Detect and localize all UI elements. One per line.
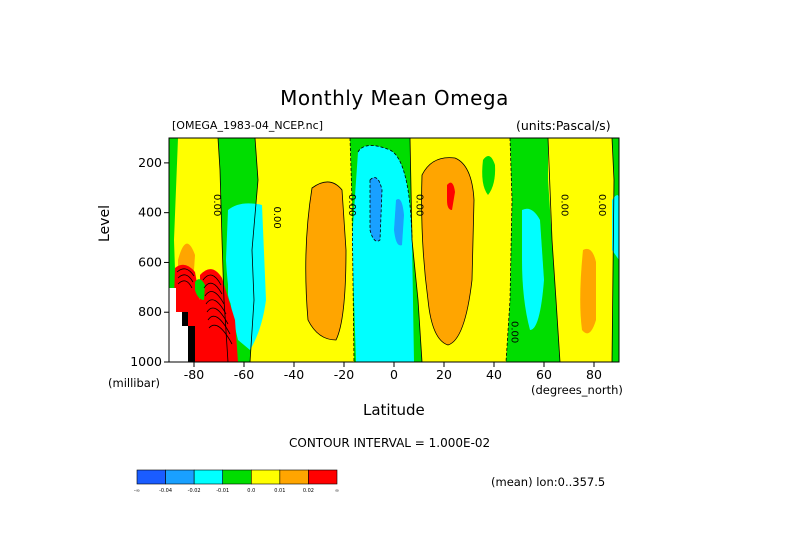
x-tick-label: 20 (436, 367, 452, 382)
x-axis-unit: (degrees_north) (531, 383, 623, 397)
y-tick-label: 1000 (130, 354, 162, 369)
x-axis-ticks: -80 -60 -40 -20 0 20 40 60 80 (184, 362, 602, 382)
colorbar-label: -∞ (134, 488, 140, 494)
chart-title: Monthly Mean Omega (280, 86, 509, 110)
contour-value-label: 0.00 (596, 194, 607, 216)
mean-longitude-label: (mean) lon:0..357.5 (491, 475, 606, 489)
contour-value-label: 0.00 (211, 194, 222, 216)
contour-value-label: 0.00 (414, 194, 425, 216)
colorbar-swatch (222, 469, 252, 485)
colorbar-label: -0.01 (216, 488, 229, 494)
colorbar-swatch (165, 469, 195, 485)
x-tick-label: 60 (536, 367, 552, 382)
colorbar-label: 0.01 (274, 488, 285, 494)
contour-value-label: 0.00 (509, 321, 520, 343)
x-tick-label: 0 (390, 367, 398, 382)
source-file-label: [OMEGA_1983-04_NCEP.nc] (172, 119, 323, 132)
contour-value-label: 0.00 (271, 207, 282, 229)
colorbar: -∞ -0.04 -0.02 -0.01 0.0 0.01 0.02 ∞ (134, 469, 339, 494)
y-axis-ticks: 200 400 600 800 1000 (130, 155, 169, 369)
colorbar-swatch (279, 469, 309, 485)
y-tick-label: 400 (138, 205, 162, 220)
y-axis-unit: (millibar) (108, 376, 161, 390)
colorbar-swatch (308, 469, 338, 485)
contour-label-layer: 0.00 0.00 0.00 0.00 0.00 0.00 0.00 (211, 194, 607, 343)
x-tick-label: -20 (334, 367, 354, 382)
colorbar-swatch (136, 469, 166, 485)
colorbar-label: -0.02 (188, 488, 201, 494)
y-tick-label: 800 (138, 304, 162, 319)
contour-fill-layer (169, 138, 619, 362)
x-tick-label: -80 (184, 367, 204, 382)
y-tick-label: 200 (138, 155, 162, 170)
colorbar-swatch (193, 469, 224, 485)
x-tick-label: -60 (234, 367, 254, 382)
colorbar-label: ∞ (335, 488, 339, 494)
x-axis-label: Latitude (363, 401, 425, 419)
colorbar-label: 0.02 (303, 488, 314, 494)
colorbar-label: 0.0 (247, 488, 255, 494)
x-tick-label: -40 (284, 367, 304, 382)
contour-value-label: 0.00 (559, 194, 570, 216)
contour-value-label: 0.00 (346, 194, 357, 216)
x-tick-label: 80 (586, 367, 602, 382)
y-tick-label: 600 (138, 254, 162, 269)
colorbar-swatch (250, 469, 281, 485)
contour-interval-label: CONTOUR INTERVAL = 1.000E-02 (289, 436, 491, 450)
x-tick-label: 40 (486, 367, 502, 382)
colorbar-label: -0.04 (159, 488, 172, 494)
units-label: (units:Pascal/s) (516, 118, 611, 133)
